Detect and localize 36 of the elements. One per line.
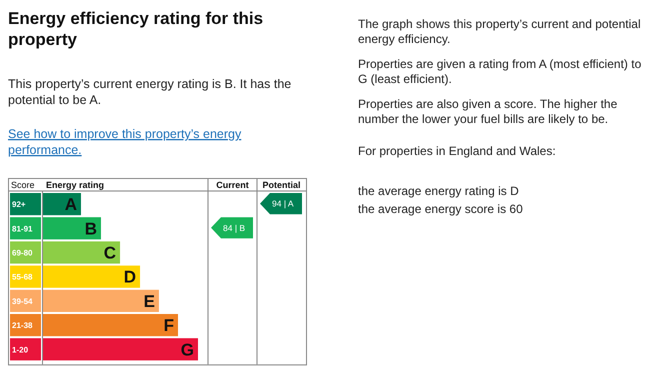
annotation: D <box>124 268 136 287</box>
y-tick-label: 69-80 <box>12 248 34 258</box>
y-tick-label: 92+ <box>12 200 26 210</box>
text: See how to improve this property’s energy performance. <box>8 127 242 157</box>
text: the average energy score is 60 <box>358 202 524 216</box>
bar <box>43 193 81 216</box>
annotation: E <box>144 292 155 311</box>
bar <box>43 241 120 264</box>
y-tick-label: 21-38 <box>12 321 34 330</box>
y-tick-label: 55-68 <box>12 272 34 282</box>
text: Potential <box>262 180 301 190</box>
annotation: A <box>64 195 77 214</box>
y-tick-label: 39-54 <box>12 296 34 306</box>
annotation: F <box>164 316 174 336</box>
text: The graph shows this property’s current and potential energy efficiency. <box>358 17 641 46</box>
y-tick-label: 81-91 <box>12 224 34 234</box>
y-tick-label: 1-20 <box>12 345 29 354</box>
bar <box>43 217 101 240</box>
bar <box>43 338 198 360</box>
bar <box>43 314 178 336</box>
chart-title: Energy efficiency rating for this property <box>8 9 264 49</box>
bar <box>43 266 140 288</box>
annotation: C <box>104 244 116 262</box>
text: Current <box>216 180 249 190</box>
bar <box>43 290 159 312</box>
text: 84 | B <box>223 222 246 233</box>
y-axis-title: Score <box>11 180 35 190</box>
text: Properties are given a rating from A (most efficient) to G (least efficient). <box>358 57 642 86</box>
text: This property’s current energy rating is B. It has the potential to be A. <box>8 77 292 107</box>
text: the average energy rating is D <box>358 184 520 198</box>
text: 94 | A <box>272 198 294 209</box>
x-axis-title: Energy rating <box>46 180 104 190</box>
text: Properties are also given a score. The higher the number the lower your fuel bills are likely to be. <box>358 97 618 126</box>
text: For properties in England and Wales: <box>358 144 556 158</box>
annotation: B <box>84 219 97 238</box>
annotation: G <box>180 340 194 360</box>
